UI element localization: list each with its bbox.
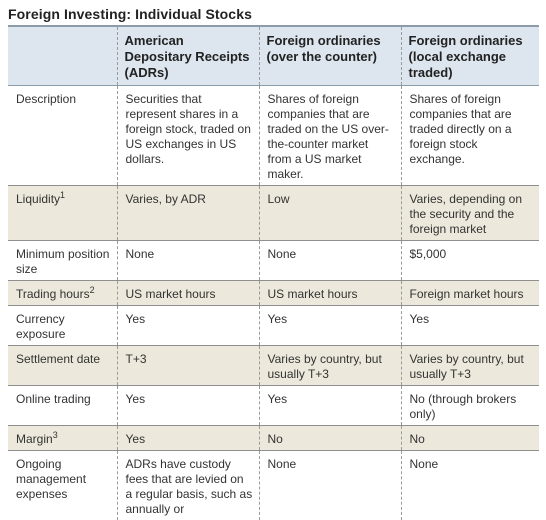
row-label-text: Trading hours bbox=[16, 287, 90, 301]
row-label: Currency exposure bbox=[8, 306, 117, 346]
table-row: Liquidity1 Varies, by ADR Low Varies, de… bbox=[8, 186, 539, 241]
row-label: Ongoing management expenses bbox=[8, 451, 117, 520]
table-row: Trading hours2 US market hours US market… bbox=[8, 281, 539, 306]
footnote-marker: 1 bbox=[60, 190, 65, 200]
row-label-text: Currency exposure bbox=[16, 312, 65, 341]
table-cell: Yes bbox=[259, 386, 401, 426]
table-cell: Yes bbox=[117, 426, 259, 451]
row-label: Settlement date bbox=[8, 346, 117, 386]
footnote-marker: 2 bbox=[90, 285, 95, 295]
table-cell: Yes bbox=[401, 306, 539, 346]
row-label: Margin3 bbox=[8, 426, 117, 451]
table-cell: US market hours bbox=[259, 281, 401, 306]
table-row: Online trading Yes Yes No (through broke… bbox=[8, 386, 539, 426]
header-adrs: American Depositary Receipts (ADRs) bbox=[117, 26, 259, 86]
header-empty-cell bbox=[8, 26, 117, 86]
table-row: Ongoing management expenses ADRs have cu… bbox=[8, 451, 539, 520]
table-row: Currency exposure Yes Yes Yes bbox=[8, 306, 539, 346]
table-cell: Foreign market hours bbox=[401, 281, 539, 306]
row-label-text: Settlement date bbox=[16, 352, 100, 366]
table-cell: No (through brokers only) bbox=[401, 386, 539, 426]
row-label-text: Minimum position size bbox=[16, 247, 109, 276]
table-cell: Yes bbox=[117, 386, 259, 426]
table-cell: Varies, by ADR bbox=[117, 186, 259, 241]
table-row: Margin3 Yes No No bbox=[8, 426, 539, 451]
table-cell: No bbox=[401, 426, 539, 451]
table-cell: ADRs have custody fees that are levied o… bbox=[117, 451, 259, 520]
header-row: American Depositary Receipts (ADRs) Fore… bbox=[8, 26, 539, 86]
footnote-marker: 3 bbox=[53, 430, 58, 440]
table-cell: Low bbox=[259, 186, 401, 241]
table-cell: Shares of foreign companies that are tra… bbox=[401, 86, 539, 186]
row-label: Trading hours2 bbox=[8, 281, 117, 306]
row-label-text: Description bbox=[16, 92, 76, 106]
row-label: Description bbox=[8, 86, 117, 186]
table-cell: None bbox=[259, 451, 401, 520]
table-cell: Yes bbox=[117, 306, 259, 346]
table-row: Settlement date T+3 Varies by country, b… bbox=[8, 346, 539, 386]
row-label-text: Margin bbox=[16, 432, 53, 446]
row-label: Minimum position size bbox=[8, 241, 117, 281]
header-foreign-ordinaries-local: Foreign ordinaries (local exchange trade… bbox=[401, 26, 539, 86]
table-cell: Varies by country, but usually T+3 bbox=[259, 346, 401, 386]
row-label-text: Liquidity bbox=[16, 192, 60, 206]
table-cell: None bbox=[259, 241, 401, 281]
table-cell: US market hours bbox=[117, 281, 259, 306]
table-cell: Varies by country, but usually T+3 bbox=[401, 346, 539, 386]
table-cell: No bbox=[259, 426, 401, 451]
row-label: Online trading bbox=[8, 386, 117, 426]
table-cell: None bbox=[401, 451, 539, 520]
table-cell: None bbox=[117, 241, 259, 281]
row-label: Liquidity1 bbox=[8, 186, 117, 241]
page-title: Foreign Investing: Individual Stocks bbox=[8, 6, 252, 22]
table-cell: T+3 bbox=[117, 346, 259, 386]
table-header: American Depositary Receipts (ADRs) Fore… bbox=[8, 26, 539, 86]
table-row: Description Securities that represent sh… bbox=[8, 86, 539, 186]
header-foreign-ordinaries-otc: Foreign ordinaries (over the counter) bbox=[259, 26, 401, 86]
table-cell: Varies, depending on the security and th… bbox=[401, 186, 539, 241]
table-cell: $5,000 bbox=[401, 241, 539, 281]
table-cell: Securities that represent shares in a fo… bbox=[117, 86, 259, 186]
row-label-text: Ongoing management expenses bbox=[16, 457, 86, 501]
comparison-table: American Depositary Receipts (ADRs) Fore… bbox=[8, 25, 539, 520]
row-label-text: Online trading bbox=[16, 392, 91, 406]
table-cell: Yes bbox=[259, 306, 401, 346]
table-row: Minimum position size None None $5,000 bbox=[8, 241, 539, 281]
table-body: Description Securities that represent sh… bbox=[8, 86, 539, 520]
table-cell: Shares of foreign companies that are tra… bbox=[259, 86, 401, 186]
